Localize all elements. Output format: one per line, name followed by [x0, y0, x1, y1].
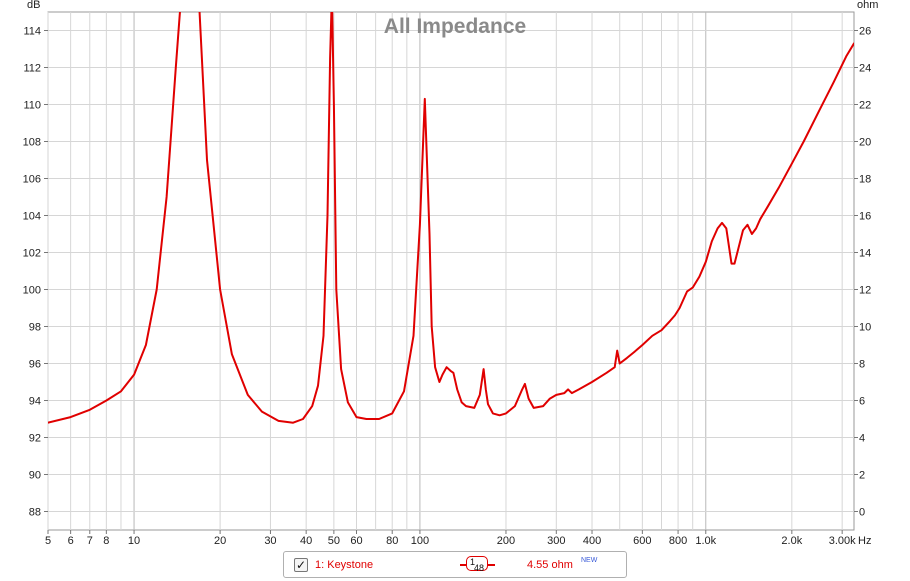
left-axis-tick-label: 98 — [29, 322, 41, 334]
smoothing-indicator[interactable]: 1 48 — [460, 556, 496, 573]
x-axis-tick-label: 80 — [386, 535, 398, 547]
x-axis-tick-label: 6 — [68, 535, 74, 547]
x-axis-unit: Hz — [858, 535, 871, 547]
smoothing-denominator: 48 — [474, 563, 485, 573]
right-axis-tick-label: 18 — [859, 174, 871, 186]
x-axis-tick-label: 2.0k — [781, 535, 802, 547]
x-axis-tick-label: 600 — [633, 535, 651, 547]
x-axis-tick-label: 30 — [264, 535, 276, 547]
x-axis-tick-label: 5 — [45, 535, 51, 547]
x-axis-tick-label: 300 — [547, 535, 565, 547]
right-axis-tick-label: 8 — [859, 359, 865, 371]
chart-title: All Impedance — [384, 15, 526, 38]
cursor-value-readout: 4.55 ohm — [527, 559, 573, 571]
x-axis-tick-label: 800 — [669, 535, 687, 547]
left-axis-tick-label: 90 — [29, 470, 41, 482]
x-axis-tick-label: 8 — [103, 535, 109, 547]
left-axis-tick-label: 106 — [23, 174, 41, 186]
right-axis-tick-label: 26 — [859, 26, 871, 38]
x-axis-tick-label: 10 — [128, 535, 140, 547]
left-axis-tick-label: 114 — [23, 26, 41, 38]
left-axis-tick-label: 88 — [29, 507, 41, 519]
left-axis-tick-label: 102 — [23, 248, 41, 260]
legend: ✓ 1: Keystone 1 48 4.55 ohm NEW — [283, 551, 627, 578]
left-axis-tick-label: 110 — [23, 100, 41, 112]
series-layer — [48, 12, 854, 424]
x-axis-tick-label: 7 — [87, 535, 93, 547]
left-axis-tick-label: 100 — [23, 285, 41, 297]
series-visibility-checkbox[interactable]: ✓ — [294, 558, 308, 572]
right-axis-tick-label: 6 — [859, 396, 865, 408]
right-axis-tick-label: 24 — [859, 63, 871, 75]
right-axis-tick-label: 22 — [859, 100, 871, 112]
x-axis-tick-label: 40 — [300, 535, 312, 547]
x-axis-tick-label: 1.0k — [695, 535, 716, 547]
left-axis-tick-label: 108 — [23, 137, 41, 149]
left-axis-tick-label: 92 — [29, 433, 41, 445]
x-axis-tick-label: 50 — [328, 535, 340, 547]
left-axis-tick-label: 96 — [29, 359, 41, 371]
right-axis-tick-label: 14 — [859, 248, 871, 260]
right-axis-tick-label: 2 — [859, 470, 865, 482]
grid-lines — [47, 12, 854, 530]
right-axis-tick-label: 16 — [859, 211, 871, 223]
smoothing-frame — [466, 556, 488, 571]
x-axis-tick-label: 3.00k — [829, 535, 856, 547]
x-axis-tick-label: 400 — [583, 535, 601, 547]
left-axis-tick-label: 112 — [23, 63, 41, 75]
x-axis-tick-label: 20 — [214, 535, 226, 547]
right-axis-tick-label: 4 — [859, 433, 865, 445]
right-axis-tick-label: 10 — [859, 322, 871, 334]
x-axis-tick-label: 200 — [497, 535, 515, 547]
series-line-keystone — [48, 12, 854, 424]
right-axis-tick-label: 20 — [859, 137, 871, 149]
left-axis-tick-label: 104 — [23, 211, 41, 223]
new-badge: NEW — [581, 557, 598, 564]
x-axis-ticks: 5 6 7 8 10 20 30 40 50 60 80 100 200 300 400 600 800 1.0k… — [45, 530, 856, 547]
x-axis-tick-label: 100 — [411, 535, 429, 547]
left-axis-ticks: 88 90 92 94 96 98 100 102 104 106 108 110 112 114 — [23, 26, 48, 519]
right-axis-tick-label: 0 — [859, 507, 865, 519]
smoothing-numerator: 1 — [470, 557, 476, 567]
x-axis-tick-label: 60 — [350, 535, 362, 547]
smoothing-line-left — [460, 564, 467, 566]
plot-area — [47, 11, 855, 531]
left-axis-tick-label: 94 — [29, 396, 41, 408]
smoothing-line-right — [488, 564, 495, 566]
right-axis-unit: ohm — [857, 0, 878, 11]
right-axis-tick-label: 12 — [859, 285, 871, 297]
legend-series-label[interactable]: 1: Keystone — [315, 559, 374, 571]
left-axis-unit: dB — [27, 0, 40, 11]
